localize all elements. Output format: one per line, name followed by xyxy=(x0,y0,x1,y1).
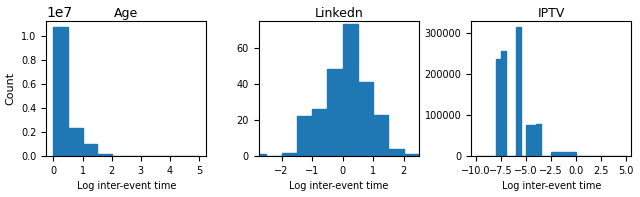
Bar xyxy=(297,116,312,156)
Bar xyxy=(373,115,388,156)
X-axis label: Log inter-event time: Log inter-event time xyxy=(502,181,601,191)
Bar xyxy=(388,149,404,156)
X-axis label: Log inter-event time: Log inter-event time xyxy=(77,181,176,191)
Bar xyxy=(68,128,83,156)
Y-axis label: Count: Count xyxy=(6,72,15,105)
Bar xyxy=(312,109,327,156)
Title: Linkedn: Linkedn xyxy=(314,7,363,20)
Bar xyxy=(531,125,536,156)
Bar xyxy=(496,59,501,156)
Title: Age: Age xyxy=(114,7,138,20)
Bar xyxy=(83,144,97,156)
Bar xyxy=(327,70,342,156)
Bar xyxy=(282,152,297,156)
Bar xyxy=(54,27,68,156)
Bar xyxy=(97,154,112,156)
Bar xyxy=(516,27,521,156)
Bar xyxy=(526,125,531,156)
X-axis label: Log inter-event time: Log inter-event time xyxy=(289,181,388,191)
Bar xyxy=(536,124,541,156)
Bar xyxy=(404,154,419,156)
Bar xyxy=(551,152,576,156)
Bar xyxy=(358,82,373,156)
Title: IPTV: IPTV xyxy=(538,7,565,20)
Bar xyxy=(342,24,358,156)
Bar xyxy=(251,154,266,156)
Bar xyxy=(501,51,506,156)
